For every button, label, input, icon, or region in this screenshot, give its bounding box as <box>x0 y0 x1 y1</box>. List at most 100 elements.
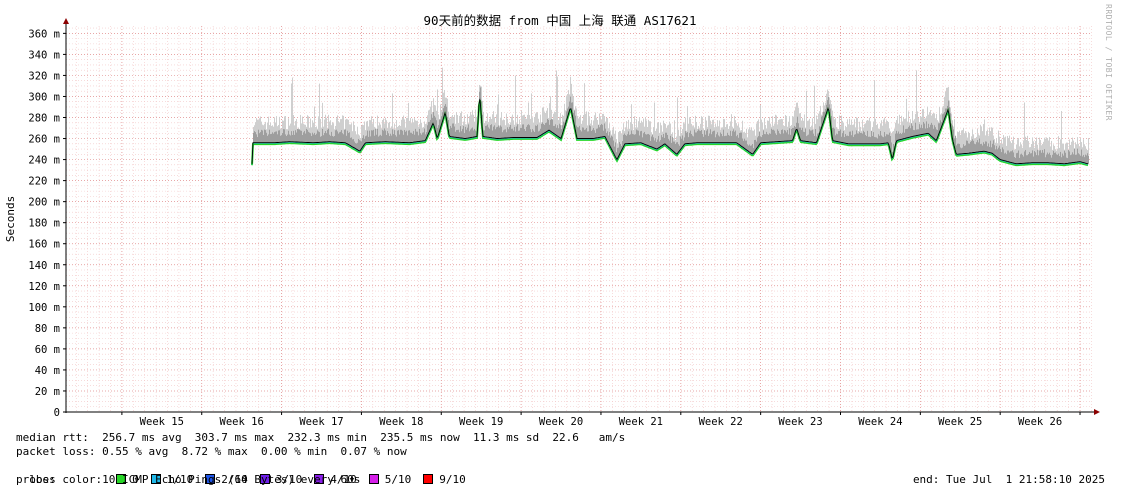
rtt-spread-inner <box>309 132 310 143</box>
rtt-spread-inner <box>601 123 602 138</box>
rtt-spread-inner <box>1085 154 1086 163</box>
rtt-spread-outer <box>621 133 622 152</box>
rtt-spread-outer <box>259 118 260 143</box>
rtt-spread-inner <box>773 129 774 142</box>
rtt-spread-outer <box>927 106 928 134</box>
rtt-spread-inner <box>767 134 768 143</box>
rtt-spread-outer <box>715 123 716 143</box>
rtt-spread-inner <box>823 111 824 124</box>
rtt-spread-inner <box>1042 149 1043 163</box>
rtt-spread-inner <box>591 131 592 139</box>
rtt-spread-inner <box>468 124 469 139</box>
rtt-spread-inner <box>444 105 445 117</box>
rtt-spread-inner <box>1053 150 1054 164</box>
x-tick-label: Week 19 <box>459 416 503 428</box>
rtt-spread-inner <box>368 136 369 143</box>
rtt-spread-inner <box>1008 150 1009 162</box>
rtt-spread-outer <box>584 83 585 139</box>
rtt-spread-outer <box>521 110 522 138</box>
rtt-spread-inner <box>736 136 737 143</box>
rtt-spread-outer <box>718 126 719 143</box>
rtt-spread-outer <box>768 120 769 143</box>
rtt-spread-inner <box>299 129 300 143</box>
rtt-spread-outer <box>307 115 308 143</box>
rtt-spread-inner <box>887 134 888 143</box>
rtt-spread-inner <box>953 129 954 142</box>
rtt-spread-outer <box>325 114 326 142</box>
rtt-spread-inner <box>845 133 846 144</box>
rtt-spread-outer <box>371 116 372 143</box>
rtt-spread-outer <box>869 117 870 144</box>
rtt-spread-inner <box>754 140 755 153</box>
rtt-spread-outer <box>804 114 805 142</box>
rtt-spread-outer <box>595 112 596 139</box>
rtt-spread-outer <box>420 119 421 142</box>
rtt-spread-outer <box>308 116 309 143</box>
rtt-spread-inner <box>408 130 409 143</box>
rtt-spread-inner <box>958 143 959 155</box>
rtt-spread-outer <box>386 120 387 142</box>
rtt-spread-outer <box>820 105 821 133</box>
rtt-spread-inner <box>711 134 712 143</box>
rtt-spread-outer <box>1082 147 1083 163</box>
y-tick-label: 140 m <box>28 260 60 272</box>
rtt-spread-inner <box>985 141 986 152</box>
rtt-spread-outer <box>564 103 565 129</box>
rtt-spread-inner <box>1052 154 1053 163</box>
rtt-spread-inner <box>458 129 459 138</box>
rtt-spread-inner <box>968 143 969 154</box>
rtt-spread-inner <box>755 139 756 151</box>
rtt-spread-inner <box>317 130 318 143</box>
rtt-spread-outer <box>380 124 381 142</box>
rtt-spread-inner <box>268 134 269 143</box>
rtt-spread-outer <box>337 115 338 143</box>
rtt-spread-inner <box>726 135 727 143</box>
rtt-spread-inner <box>935 127 936 140</box>
rtt-spread-inner <box>789 128 790 141</box>
rtt-spread-outer <box>1066 142 1067 164</box>
rtt-spread-inner <box>457 129 458 138</box>
rtt-spread-outer <box>632 124 633 144</box>
rtt-spread-outer <box>1069 139 1070 164</box>
rtt-spread-outer <box>292 77 293 142</box>
rtt-spread-outer <box>962 130 963 154</box>
rtt-spread-outer <box>961 130 962 154</box>
rtt-spread-inner <box>345 129 346 143</box>
rtt-spread-inner <box>633 134 634 144</box>
rtt-spread-inner <box>637 130 638 144</box>
loss-color-label: loss color: <box>29 473 103 486</box>
rtt-spread-inner <box>863 130 864 144</box>
rtt-spread-outer <box>288 118 289 142</box>
rtt-spread-inner <box>333 136 334 142</box>
rtt-spread-outer <box>585 113 586 139</box>
rtt-spread-inner <box>866 136 867 144</box>
rtt-spread-inner <box>505 129 506 139</box>
rtt-spread-inner <box>563 121 564 133</box>
rtt-spread-inner <box>830 108 831 120</box>
rtt-spread-inner <box>982 145 983 152</box>
rtt-spread-inner <box>844 137 845 143</box>
rtt-spread-outer <box>459 115 460 138</box>
rtt-spread-outer <box>314 106 315 143</box>
rtt-spread-inner <box>529 125 530 138</box>
rtt-spread-outer <box>1008 138 1009 162</box>
rtt-spread-inner <box>955 135 956 150</box>
rtt-spread-inner <box>859 131 860 144</box>
rtt-spread-inner <box>1082 156 1083 163</box>
rtt-spread-inner <box>651 136 652 147</box>
rtt-spread-inner <box>974 143 975 153</box>
rtt-spread-outer <box>388 122 389 142</box>
rtt-spread-inner <box>278 130 279 143</box>
rtt-spread-outer <box>622 129 623 150</box>
rtt-spread-outer <box>630 122 631 144</box>
rtt-spread-inner <box>339 132 340 143</box>
rtt-spread-outer <box>778 120 779 142</box>
rtt-spread-inner <box>793 127 794 140</box>
rtt-spread-inner <box>943 113 944 124</box>
rtt-spread-inner <box>541 124 542 136</box>
rtt-spread-inner <box>749 144 750 152</box>
rtt-spread-outer <box>403 115 404 143</box>
rtt-spread-inner <box>323 135 324 143</box>
rtt-spread-outer <box>1070 144 1071 163</box>
rtt-spread-inner <box>471 128 472 138</box>
